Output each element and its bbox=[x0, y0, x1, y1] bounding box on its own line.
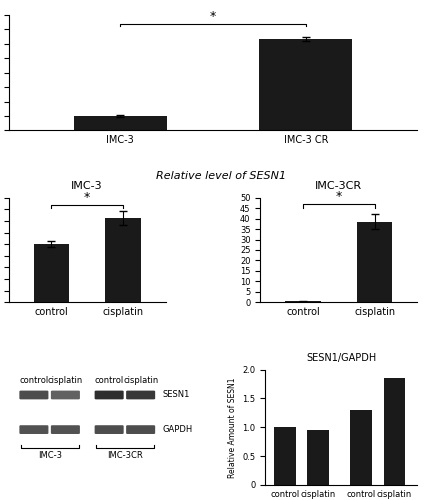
Text: *: * bbox=[84, 191, 90, 204]
Text: control: control bbox=[19, 376, 49, 384]
Bar bbox=[74, 116, 167, 130]
Bar bbox=[105, 218, 141, 302]
FancyBboxPatch shape bbox=[95, 390, 124, 400]
Bar bbox=[34, 244, 69, 302]
Title: SESN1/GAPDH: SESN1/GAPDH bbox=[306, 354, 377, 364]
Text: control: control bbox=[95, 376, 124, 384]
Text: SESN1: SESN1 bbox=[162, 390, 190, 400]
Title: IMC-3: IMC-3 bbox=[71, 181, 103, 191]
FancyBboxPatch shape bbox=[126, 425, 155, 434]
Text: Relative level of SESN1: Relative level of SESN1 bbox=[156, 171, 287, 181]
Bar bbox=[351, 410, 372, 485]
Text: *: * bbox=[210, 10, 216, 23]
Text: GAPDH: GAPDH bbox=[162, 425, 193, 434]
Bar bbox=[308, 430, 329, 485]
FancyBboxPatch shape bbox=[51, 390, 80, 400]
FancyBboxPatch shape bbox=[19, 425, 49, 434]
Text: IMC-3CR: IMC-3CR bbox=[107, 451, 143, 460]
FancyBboxPatch shape bbox=[126, 390, 155, 400]
Text: *: * bbox=[336, 190, 342, 203]
Bar bbox=[259, 39, 352, 130]
FancyBboxPatch shape bbox=[19, 390, 49, 400]
Text: cisplatin: cisplatin bbox=[123, 376, 158, 384]
Bar bbox=[274, 428, 296, 485]
Title: IMC-3CR: IMC-3CR bbox=[315, 181, 363, 191]
Bar bbox=[383, 378, 405, 485]
Bar bbox=[357, 222, 392, 302]
Text: IMC-3: IMC-3 bbox=[37, 451, 62, 460]
Y-axis label: Relative Amount of SESN1: Relative Amount of SESN1 bbox=[228, 377, 237, 478]
Text: cisplatin: cisplatin bbox=[48, 376, 83, 384]
FancyBboxPatch shape bbox=[51, 425, 80, 434]
FancyBboxPatch shape bbox=[95, 425, 124, 434]
